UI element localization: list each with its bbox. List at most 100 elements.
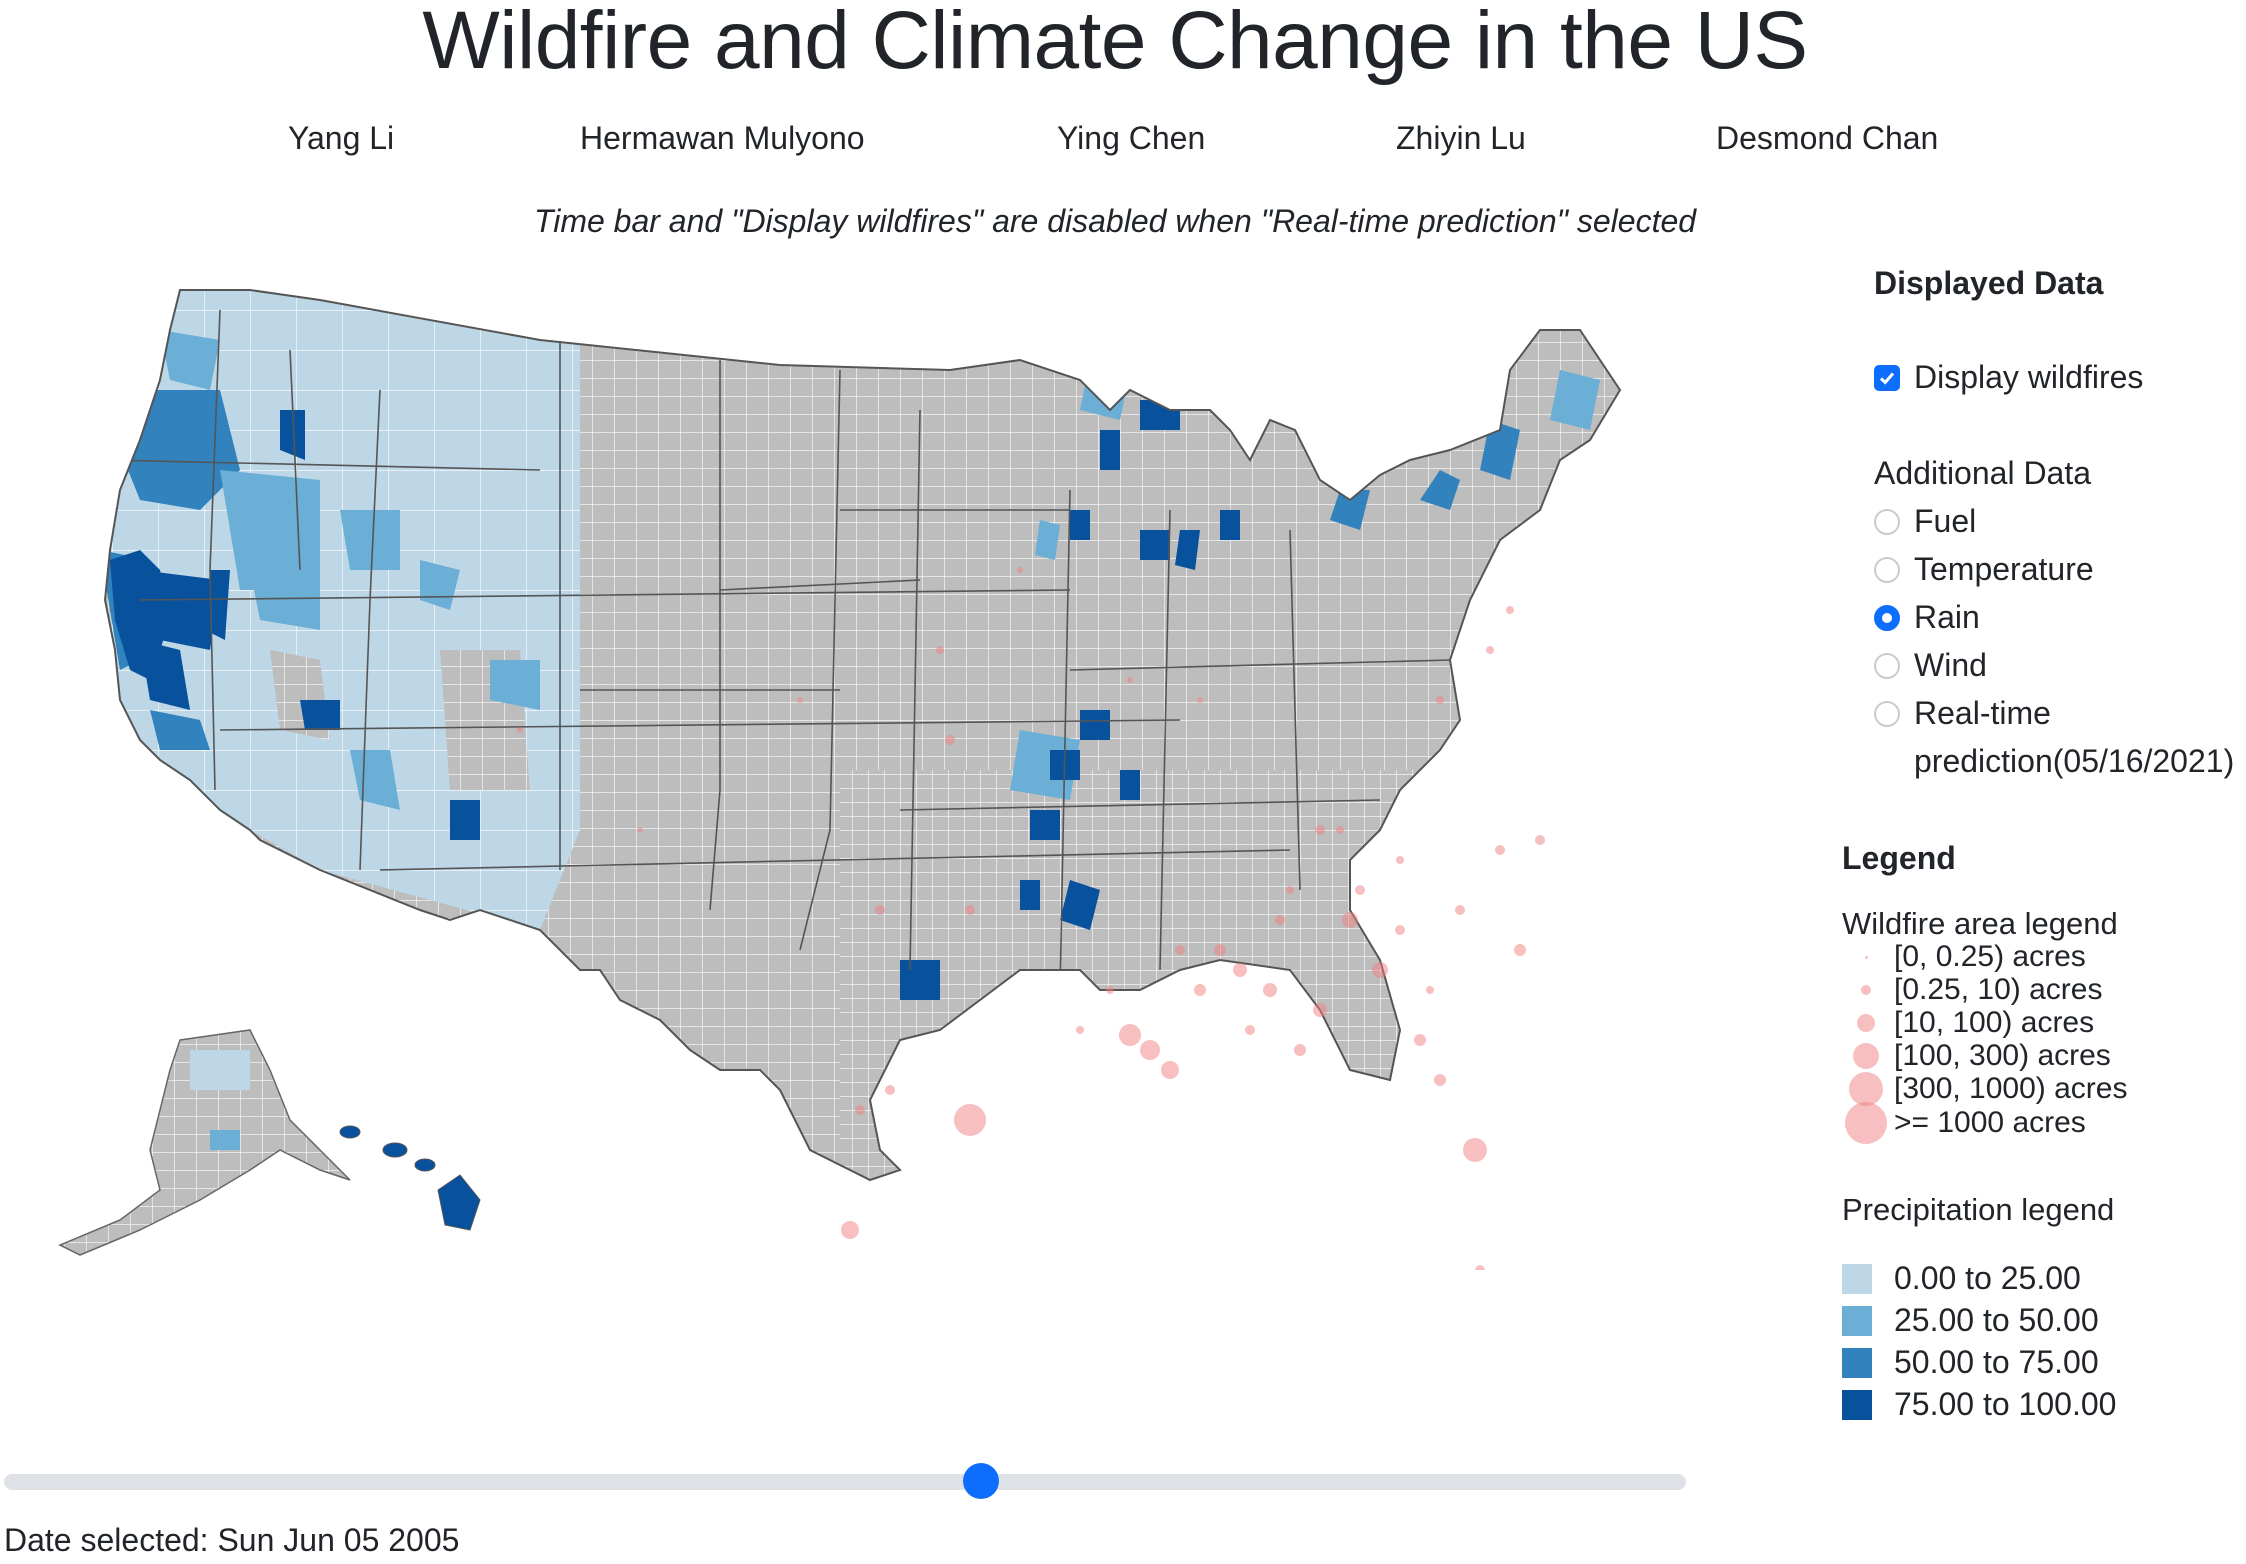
wildfire-markers[interactable] [517,567,1545,1275]
date-selected: Date selected: Sun Jun 05 2005 [4,1522,460,1558]
wildfire-marker [517,727,523,733]
wildfire-marker [855,1105,865,1115]
wildfire-legend-label: [0, 0.25) acres [1894,940,2086,973]
wildfire-marker [1514,944,1526,956]
wildfire-legend-label: [10, 100) acres [1894,1006,2095,1039]
author-name: Hermawan Mulyono [580,120,865,156]
alaska-shape[interactable] [58,1029,351,1256]
wildfire-marker [1119,1024,1141,1046]
precip-legend-item: 0.00 to 25.00 [1842,1260,2081,1297]
radio-wind[interactable]: Wind [1874,647,1987,684]
wildfire-legend-item: >= 1000 acres [1842,1102,2086,1144]
precip-legend-label: 75.00 to 100.00 [1894,1386,2117,1422]
checkbox-checked-icon[interactable] [1874,364,1900,391]
wildfire-legend-item: [10, 100) acres [1842,1006,2094,1040]
wildfire-marker [885,1085,895,1095]
displayed-data-heading: Displayed Data [1874,265,2104,301]
wildfire-marker [1475,1265,1485,1275]
fire-size-circle [1853,1043,1879,1069]
wildfire-marker [1495,845,1505,855]
wildfire-marker [1336,826,1344,834]
hawaii-island[interactable] [382,1142,408,1158]
wildfire-legend-item: [100, 300) acres [1842,1039,2111,1073]
radio-rain[interactable]: Rain [1874,599,1980,636]
wildfire-marker [1294,1044,1306,1056]
radio-label-continued: prediction(05/16/2021) [1914,743,2235,779]
fire-size-circle [1861,985,1871,995]
wildfire-marker [1106,986,1114,994]
wildfire-legend-label: >= 1000 acres [1894,1106,2086,1139]
radio-label: Wind [1914,647,1987,683]
wildfire-marker [1315,825,1325,835]
time-slider-handle[interactable] [963,1463,999,1499]
wildfire-marker [841,1221,859,1239]
radio-temperature[interactable]: Temperature [1874,551,2094,588]
wildfire-marker [1017,567,1023,573]
display-wildfires-toggle[interactable]: Display wildfires [1874,359,2143,396]
display-wildfires-label: Display wildfires [1914,359,2144,395]
wildfire-marker [1175,945,1185,955]
wildfire-marker [1286,886,1294,894]
author-list: Yang Li Hermawan Mulyono Ying Chen Zhiyi… [0,120,2246,170]
wildfire-legend-item: [300, 1000) acres [1842,1072,2127,1106]
wildfire-legend-label: [100, 300) acres [1894,1039,2111,1072]
page-title: Wildfire and Climate Change in the US [422,0,1808,86]
precip-legend-item: 25.00 to 50.00 [1842,1302,2099,1339]
author-name: Ying Chen [1057,120,1206,156]
radio-unchecked-icon[interactable] [1874,652,1900,679]
radio-unchecked-icon[interactable] [1874,556,1900,583]
wildfire-marker [1214,944,1226,956]
hawaii-island[interactable] [437,1174,481,1231]
radio-realtime-prediction[interactable]: Real-time [1874,695,2051,732]
wildfire-marker [1161,1061,1179,1079]
wildfire-marker [1486,646,1494,654]
radio-label: Fuel [1914,503,1977,539]
wildfire-marker [1197,697,1203,703]
radio-unchecked-icon[interactable] [1874,508,1900,535]
time-slider-track[interactable] [4,1474,1686,1490]
wildfire-marker [1313,1003,1327,1017]
fire-size-circle [1864,955,1868,959]
precip-swatch [1842,1347,1872,1378]
alaska-region [210,1130,240,1150]
fire-size-circle [1845,1102,1887,1144]
wildfire-marker [1076,1026,1084,1034]
wildfire-marker [936,646,944,654]
wildfire-marker [1342,912,1358,928]
wildfire-legend-item: [0.25, 10) acres [1842,973,2102,1007]
wildfire-marker [875,905,885,915]
us-map[interactable] [20,270,1730,1275]
radio-checked-icon[interactable] [1874,604,1900,631]
wildfire-marker [1127,677,1133,683]
precip-legend-item: 75.00 to 100.00 [1842,1386,2116,1423]
precip-legend-label: 25.00 to 50.00 [1894,1302,2099,1338]
precip-swatch [1842,1389,1872,1420]
legend-heading: Legend [1842,840,1956,876]
wildfire-legend-item: [0, 0.25) acres [1842,940,2086,974]
us-map-svg[interactable] [20,270,1730,1275]
wildfire-marker [1436,696,1444,704]
precip-legend-heading: Precipitation legend [1842,1192,2115,1227]
hawaii-island[interactable] [339,1125,361,1139]
wildfire-marker [1455,905,1465,915]
wildfire-marker [1140,1040,1160,1060]
fire-size-circle [1849,1072,1883,1106]
wildfire-marker [1434,1074,1446,1086]
wildfire-legend-label: [300, 1000) acres [1894,1072,2128,1105]
wildfire-marker [965,905,975,915]
radio-unchecked-icon[interactable] [1874,700,1900,727]
author-name: Desmond Chan [1716,120,1939,156]
radio-label: Rain [1914,599,1980,635]
radio-fuel[interactable]: Fuel [1874,503,1976,540]
fire-size-circle [1857,1014,1875,1032]
additional-data-heading: Additional Data [1874,455,2092,491]
radio-label: Real-time [1914,695,2051,731]
wildfire-marker [1506,606,1514,614]
precip-swatch [1842,1305,1872,1336]
wildfire-marker [797,697,803,703]
wildfire-marker [637,827,643,833]
wildfire-marker [1463,1138,1487,1162]
wildfire-marker [1194,984,1206,996]
hawaii-island[interactable] [414,1158,436,1172]
precip-legend-label: 0.00 to 25.00 [1894,1260,2081,1296]
